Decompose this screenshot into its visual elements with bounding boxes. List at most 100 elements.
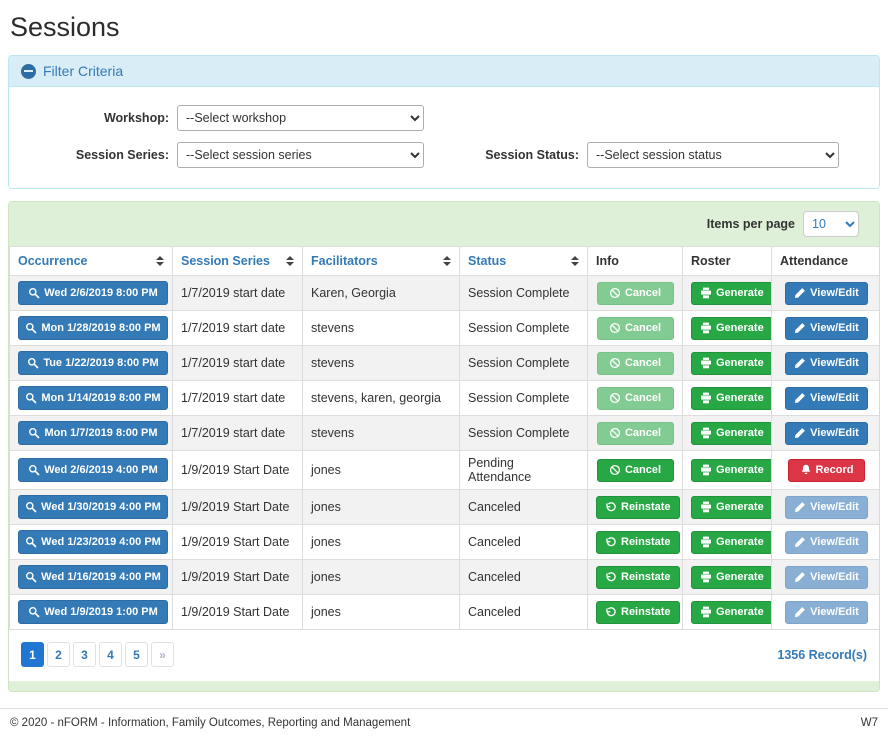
column-header-label: Session Series: [181, 254, 270, 268]
info-action-button[interactable]: Reinstate: [596, 495, 680, 519]
pagination-page-2[interactable]: 2: [47, 642, 70, 667]
info-action-button[interactable]: Cancel: [596, 281, 674, 305]
occurrence-button-label: Wed 2/6/2019 4:00 PM: [44, 463, 158, 476]
attendance-action-button[interactable]: View/Edit: [785, 495, 868, 519]
occurrence-button-label: Tue 1/22/2019 8:00 PM: [43, 356, 159, 369]
roster-cell: Generate: [682, 345, 772, 381]
column-header-session-series[interactable]: Session Series: [172, 246, 303, 276]
occurrence-cell: Wed 1/16/2019 4:00 PM: [9, 559, 173, 595]
info-cell: Reinstate: [587, 559, 683, 595]
items-per-page-select[interactable]: 10: [803, 211, 859, 237]
pagination-next-button[interactable]: »: [151, 642, 174, 667]
roster-action-button-label: Generate: [716, 570, 764, 583]
roster-action-button[interactable]: Generate: [691, 458, 771, 482]
column-header-status[interactable]: Status: [459, 246, 588, 276]
facilitators-cell: stevens: [302, 310, 460, 346]
roster-action-button[interactable]: Generate: [691, 386, 771, 410]
info-cell: Cancel: [587, 345, 683, 381]
facilitators-cell: jones: [302, 450, 460, 490]
roster-action-button[interactable]: Generate: [691, 565, 771, 589]
roster-action-button[interactable]: Generate: [691, 316, 771, 340]
info-action-button[interactable]: Reinstate: [596, 565, 680, 589]
occurrence-button[interactable]: Wed 1/9/2019 1:00 PM: [18, 600, 168, 624]
attendance-action-button[interactable]: View/Edit: [785, 386, 868, 410]
attendance-action-button-label: Record: [815, 463, 854, 476]
occurrence-button[interactable]: Mon 1/28/2019 8:00 PM: [18, 316, 168, 340]
attendance-action-button-label: View/Edit: [810, 426, 859, 439]
info-cell: Cancel: [587, 450, 683, 490]
footer-version: W7: [860, 717, 878, 729]
attendance-action-button[interactable]: View/Edit: [785, 281, 868, 305]
search-icon: [28, 464, 40, 476]
attendance-cell: View/Edit: [771, 310, 879, 346]
attendance-action-button[interactable]: View/Edit: [785, 530, 868, 554]
sort-icon[interactable]: [443, 256, 451, 266]
minus-circle-icon[interactable]: [21, 63, 36, 79]
roster-action-button[interactable]: Generate: [691, 421, 771, 445]
pagination-page-1[interactable]: 1: [21, 642, 44, 667]
attendance-action-button[interactable]: View/Edit: [785, 421, 868, 445]
pagination-page-3[interactable]: 3: [73, 642, 96, 667]
info-action-button[interactable]: Reinstate: [596, 530, 680, 554]
occurrence-button[interactable]: Wed 2/6/2019 4:00 PM: [18, 458, 168, 482]
info-action-button[interactable]: Cancel: [596, 421, 674, 445]
occurrence-button[interactable]: Mon 1/14/2019 8:00 PM: [18, 386, 168, 410]
pagination-page-4[interactable]: 4: [99, 642, 122, 667]
column-header-attendance: Attendance: [771, 246, 879, 276]
table-row: Mon 1/28/2019 8:00 PM 1/7/2019 start date…: [9, 310, 879, 346]
roster-action-button-label: Generate: [716, 391, 764, 404]
attendance-action-button[interactable]: View/Edit: [785, 316, 868, 340]
column-header-occurrence[interactable]: Occurrence: [9, 246, 173, 276]
roster-action-button[interactable]: Generate: [691, 495, 771, 519]
roster-action-button[interactable]: Generate: [691, 281, 771, 305]
attendance-action-button[interactable]: View/Edit: [785, 351, 868, 375]
filter-panel-header[interactable]: Filter Criteria: [9, 56, 879, 87]
attendance-action-button-label: View/Edit: [810, 391, 859, 404]
info-action-button[interactable]: Cancel: [596, 386, 674, 410]
occurrence-button-label: Wed 1/9/2019 1:00 PM: [44, 605, 158, 618]
search-icon: [25, 501, 37, 513]
attendance-action-button[interactable]: View/Edit: [785, 600, 868, 624]
sort-icon[interactable]: [571, 256, 579, 266]
printer-icon: [700, 322, 712, 334]
session-status-label: Session Status:: [485, 148, 579, 162]
column-header-facilitators[interactable]: Facilitators: [302, 246, 460, 276]
occurrence-button[interactable]: Mon 1/7/2019 8:00 PM: [18, 421, 168, 445]
info-action-button[interactable]: Cancel: [596, 316, 674, 340]
occurrence-button[interactable]: Wed 1/16/2019 4:00 PM: [18, 565, 168, 589]
occurrence-button[interactable]: Wed 1/23/2019 4:00 PM: [18, 530, 168, 554]
column-header-label: Info: [596, 254, 619, 268]
session-series-select[interactable]: --Select session series: [177, 142, 424, 168]
panel-footer-strip: [9, 681, 879, 691]
occurrence-button[interactable]: Wed 1/30/2019 4:00 PM: [18, 495, 168, 519]
table-row: Mon 1/7/2019 8:00 PM 1/7/2019 start date s…: [9, 415, 879, 451]
occurrence-cell: Mon 1/7/2019 8:00 PM: [9, 415, 173, 451]
occurrence-button[interactable]: Tue 1/22/2019 8:00 PM: [18, 351, 168, 375]
info-action-button[interactable]: Cancel: [596, 458, 674, 482]
workshop-select[interactable]: --Select workshop: [177, 105, 424, 131]
attendance-action-button[interactable]: Record: [788, 458, 865, 482]
pencil-icon: [794, 536, 806, 548]
info-action-button[interactable]: Cancel: [596, 351, 674, 375]
sessions-table-body: Wed 2/6/2019 8:00 PM 1/7/2019 start date K…: [9, 275, 879, 630]
attendance-cell: View/Edit: [771, 559, 879, 595]
info-action-button[interactable]: Reinstate: [596, 600, 680, 624]
info-cell: Cancel: [587, 415, 683, 451]
printer-icon: [700, 606, 712, 618]
sort-icon[interactable]: [156, 256, 164, 266]
info-action-button-label: Cancel: [624, 286, 662, 299]
pagination-page-5[interactable]: 5: [125, 642, 148, 667]
roster-action-button[interactable]: Generate: [691, 351, 771, 375]
session-status-select[interactable]: --Select session status: [587, 142, 839, 168]
roster-action-button[interactable]: Generate: [691, 600, 771, 624]
attendance-cell: View/Edit: [771, 345, 879, 381]
search-icon: [25, 571, 37, 583]
attendance-action-button[interactable]: View/Edit: [785, 565, 868, 589]
occurrence-button[interactable]: Wed 2/6/2019 8:00 PM: [18, 281, 168, 305]
pencil-icon: [794, 287, 806, 299]
sort-icon[interactable]: [286, 256, 294, 266]
attendance-action-button-label: View/Edit: [810, 321, 859, 334]
printer-icon: [700, 536, 712, 548]
roster-action-button[interactable]: Generate: [691, 530, 771, 554]
roster-cell: Generate: [682, 450, 772, 490]
